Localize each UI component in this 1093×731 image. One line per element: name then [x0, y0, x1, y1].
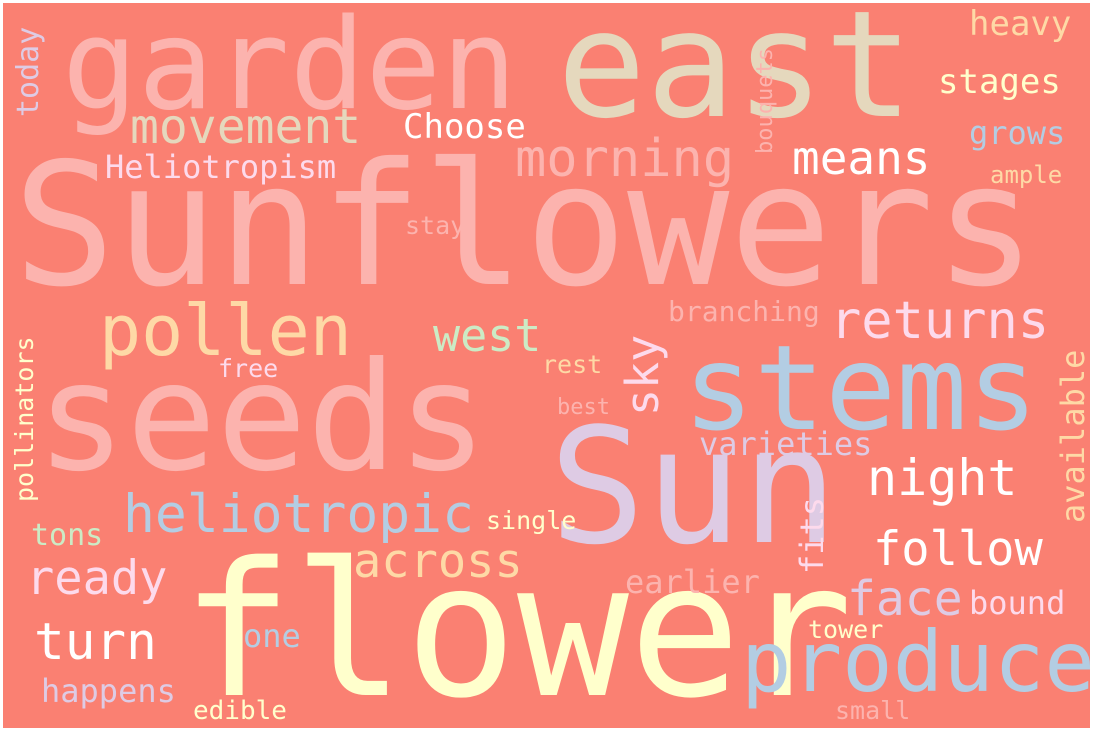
word-movement: movement — [130, 99, 362, 155]
word-single: single — [486, 506, 577, 535]
word-sky: sky — [616, 334, 669, 416]
word-flower: flower — [181, 522, 853, 728]
word-heliotropism: Heliotropism — [105, 148, 337, 186]
word-west: west — [433, 309, 542, 362]
word-sun: Sun — [549, 393, 838, 580]
word-tower: tower — [808, 615, 884, 644]
word-stages: stages — [938, 62, 1061, 102]
word-available: available — [1054, 349, 1090, 523]
word-happens: happens — [41, 672, 176, 710]
word-means: means — [792, 131, 931, 185]
word-pollen: pollen — [99, 290, 352, 372]
word-heavy: heavy — [969, 4, 1072, 44]
word-heliotropic: heliotropic — [123, 484, 474, 545]
word-east: east — [557, 3, 914, 151]
word-stems: stems — [683, 319, 1039, 457]
word-choose: Choose — [403, 107, 526, 147]
word-best: best — [557, 395, 610, 420]
word-follow: follow — [873, 522, 1043, 577]
word-tons: tons — [31, 518, 104, 553]
word-rest: rest — [542, 350, 603, 379]
word-grows: grows — [969, 114, 1066, 152]
word-morning: morning — [515, 129, 735, 189]
word-produce: produce — [741, 613, 1090, 711]
word-branching: branching — [668, 295, 820, 328]
word-ample: ample — [990, 161, 1063, 189]
word-pollinators: pollinators — [10, 336, 39, 502]
word-edible: edible — [193, 696, 287, 726]
word-cloud: Sunflowers flower seeds Sun east garden … — [3, 3, 1090, 728]
word-bound: bound — [969, 584, 1066, 622]
word-one: one — [243, 617, 301, 655]
word-garden: garden — [62, 3, 518, 138]
word-free: free — [218, 354, 279, 383]
word-sunflowers: Sunflowers — [13, 127, 1037, 325]
word-bouquets: bouquets — [753, 48, 778, 154]
word-across: across — [353, 534, 523, 589]
word-fits: fits — [793, 496, 831, 574]
word-night: night — [867, 449, 1018, 507]
word-today: today — [11, 26, 46, 117]
word-seeds: seeds — [36, 331, 488, 505]
word-ready: ready — [26, 551, 168, 606]
word-turn: turn — [34, 613, 157, 672]
word-small: small — [835, 696, 911, 725]
word-returns: returns — [830, 291, 1050, 351]
word-varieties: varieties — [699, 425, 873, 463]
word-face: face — [847, 571, 963, 627]
word-stay: stay — [405, 211, 466, 240]
word-earlier: earlier — [625, 563, 760, 601]
